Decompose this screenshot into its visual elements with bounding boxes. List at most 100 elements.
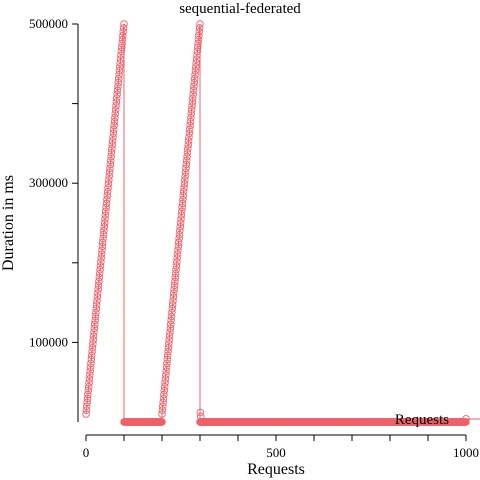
x-axis-title: Requests	[247, 461, 305, 478]
data-point	[97, 254, 105, 262]
data-point	[102, 203, 110, 212]
data-point	[194, 35, 203, 44]
data-point	[102, 199, 111, 208]
data-point	[118, 39, 126, 48]
data-point	[179, 187, 188, 196]
data-point	[182, 156, 191, 165]
data-point	[87, 355, 96, 364]
data-point	[173, 250, 182, 258]
data-point	[178, 199, 187, 208]
data-point	[95, 273, 104, 282]
data-point	[176, 219, 185, 227]
data-point	[183, 148, 192, 157]
data-point	[189, 94, 197, 102]
chart-title: sequential-federated	[179, 1, 301, 17]
data-point	[86, 371, 94, 379]
data-point	[165, 336, 173, 344]
data-point	[85, 375, 94, 383]
data-point	[98, 242, 107, 251]
data-point	[84, 382, 93, 391]
data-point	[179, 191, 188, 200]
data-point	[115, 67, 124, 75]
data-point	[98, 238, 107, 247]
data-point	[160, 382, 169, 391]
data-point	[170, 289, 178, 297]
data-point	[166, 328, 174, 336]
data-point	[177, 211, 186, 219]
data-point	[94, 281, 103, 290]
data-point	[91, 312, 100, 321]
data-point	[172, 265, 180, 274]
data-point	[84, 386, 93, 395]
data-point	[96, 265, 104, 274]
data-point	[86, 367, 94, 375]
data-point	[186, 117, 195, 126]
data-point	[185, 129, 194, 137]
data-point	[159, 394, 168, 403]
data-point	[178, 207, 186, 215]
data-point	[187, 113, 195, 122]
data-point	[177, 215, 185, 223]
data-point	[163, 355, 172, 364]
data-point	[176, 226, 184, 235]
data-point	[94, 289, 102, 297]
data-point	[92, 301, 101, 309]
data-point	[90, 324, 99, 332]
data-point	[167, 316, 175, 325]
data-point	[169, 293, 178, 301]
data-point	[83, 394, 92, 403]
data-point	[83, 398, 91, 407]
data-point	[116, 63, 124, 71]
data-point	[119, 31, 127, 40]
data-point	[87, 351, 96, 360]
data-point	[85, 379, 93, 387]
data-point	[82, 410, 90, 418]
data-point	[181, 168, 190, 176]
data-point	[94, 285, 102, 293]
series-line	[85, 23, 466, 423]
data-point	[101, 211, 110, 219]
data-point	[83, 402, 91, 410]
data-point	[172, 262, 181, 270]
data-point	[111, 106, 120, 114]
x-ticks: 0 500 1000	[83, 435, 479, 460]
data-point	[107, 148, 116, 157]
data-point	[162, 371, 170, 379]
data-point	[98, 246, 106, 254]
data-point	[185, 125, 194, 134]
data-point	[118, 35, 127, 44]
data-point	[195, 24, 204, 32]
data-point	[196, 20, 204, 28]
data-point	[90, 320, 99, 329]
data-point	[93, 297, 101, 305]
data-point	[184, 141, 192, 149]
x-tick-label: 500	[266, 445, 286, 460]
data-point	[165, 340, 173, 348]
data-point	[110, 117, 119, 126]
data-point	[86, 363, 95, 371]
data-point	[113, 90, 121, 98]
data-point	[97, 250, 106, 258]
data-point	[117, 51, 125, 59]
data-point	[174, 246, 182, 254]
data-point	[113, 94, 121, 102]
data-point	[161, 375, 170, 383]
data-point	[120, 20, 128, 28]
y-ticks: 100000 300000 500000	[29, 16, 78, 349]
data-point	[163, 359, 171, 368]
data-point	[181, 176, 189, 184]
data-point	[195, 31, 203, 40]
data-point	[103, 195, 111, 204]
data-point	[175, 230, 184, 239]
data-point	[188, 102, 196, 110]
data-point	[100, 223, 108, 231]
data-point	[182, 164, 190, 173]
data-point	[176, 223, 184, 231]
data-point	[171, 269, 180, 278]
data-point	[113, 86, 122, 95]
data-point	[196, 408, 205, 417]
data-point	[114, 74, 123, 83]
data-point	[108, 145, 116, 153]
y-tick-label: 100000	[29, 334, 68, 349]
